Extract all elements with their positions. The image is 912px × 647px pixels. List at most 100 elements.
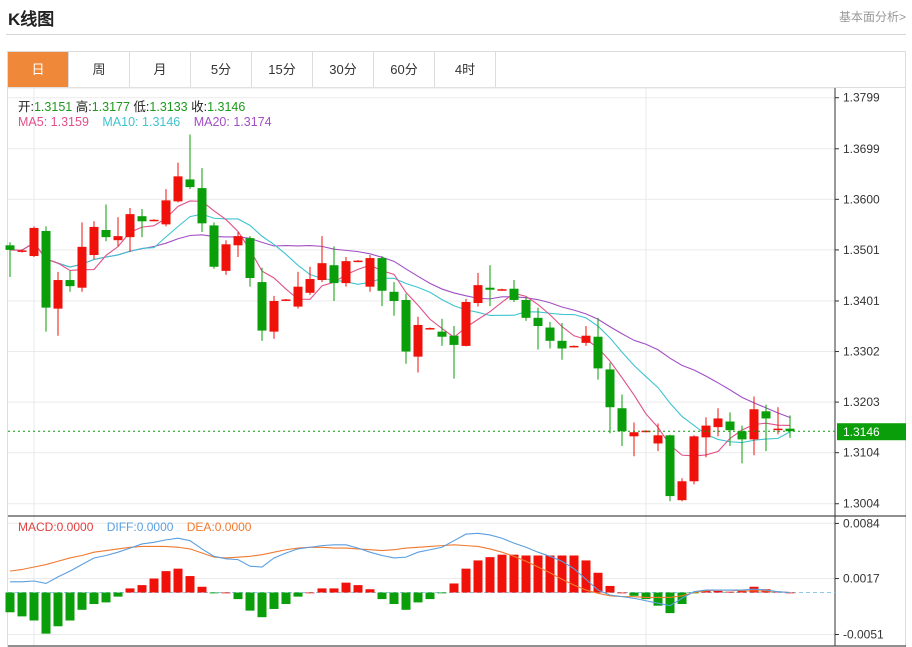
period-tabs: 日 周 月 5分 15分 30分 60分 4时 <box>8 52 905 88</box>
price-tick-label: 1.3004 <box>843 497 880 511</box>
price-tick-label: 1.3699 <box>843 142 880 156</box>
ma20-line <box>9 234 791 419</box>
candle-body <box>629 432 639 437</box>
candle-body <box>365 258 375 287</box>
tab-30min[interactable]: 30分 <box>313 52 374 87</box>
candle-body <box>173 176 183 202</box>
candle-body <box>17 250 27 252</box>
ma5-value: 1.3159 <box>50 115 89 129</box>
tab-15min[interactable]: 15分 <box>252 52 313 87</box>
candle-body <box>521 299 531 318</box>
candle-body <box>353 260 363 263</box>
macd-bar <box>233 592 243 600</box>
candle-body <box>317 263 327 281</box>
macd-bar <box>209 592 219 594</box>
candle-body <box>53 280 63 309</box>
candle-body <box>29 227 39 257</box>
macd-bar <box>617 592 627 594</box>
macd-bar <box>281 592 291 605</box>
tab-day[interactable]: 日 <box>8 52 69 87</box>
macd-bar <box>29 592 39 621</box>
dea-value: 0.0000 <box>214 520 252 534</box>
macd-bar <box>365 589 375 593</box>
macd-bar <box>665 592 675 614</box>
macd-tick-label: -0.0051 <box>843 627 884 641</box>
macd-tick-label: 0.0017 <box>843 572 880 586</box>
open-value: 1.3151 <box>33 100 73 114</box>
candle-body <box>161 200 171 225</box>
candle-body <box>617 408 627 432</box>
fundamental-analysis-link[interactable]: 基本面分析> <box>838 10 906 24</box>
candle-body <box>677 481 687 501</box>
candle-body <box>89 226 99 256</box>
candle-body <box>545 327 555 341</box>
price-tick-label: 1.3203 <box>843 395 880 409</box>
candle-body <box>653 435 663 444</box>
tab-60min[interactable]: 60分 <box>374 52 435 87</box>
macd-bar <box>713 590 723 593</box>
macd-bar <box>461 568 471 593</box>
macd-bar <box>581 560 591 593</box>
candle-body <box>377 258 387 291</box>
price-tick-label: 1.3104 <box>843 446 880 460</box>
macd-bar <box>77 592 87 610</box>
macd-bar <box>341 582 351 593</box>
ma10-line <box>9 213 791 444</box>
diff-line <box>10 532 791 607</box>
tab-week[interactable]: 周 <box>69 52 130 87</box>
ma5-label: MA5: <box>18 115 48 129</box>
macd-bar <box>785 592 795 594</box>
open-label: 开: <box>18 100 34 114</box>
macd-bar <box>653 592 663 606</box>
candle-body <box>77 246 87 288</box>
macd-bar <box>473 560 483 593</box>
macd-value: 0.0000 <box>56 520 94 534</box>
candle-body <box>197 188 207 224</box>
close-value: 1.3146 <box>207 100 246 114</box>
price-tick-label: 1.3302 <box>843 345 880 359</box>
macd-bar <box>401 592 411 610</box>
ma5-line <box>9 200 791 457</box>
macd-bar <box>161 571 171 593</box>
candle-body <box>701 425 711 438</box>
candle-body <box>713 418 723 428</box>
macd-bar <box>101 592 111 603</box>
candle-body <box>185 179 195 188</box>
macd-bar <box>413 592 423 603</box>
tab-4hour[interactable]: 4时 <box>435 52 496 87</box>
candle-body <box>689 436 699 482</box>
candle-body <box>605 369 615 408</box>
candle-body <box>461 302 471 346</box>
macd-bar <box>593 572 603 593</box>
macd-bar <box>485 557 495 593</box>
ma20-value: 1.3174 <box>233 115 272 129</box>
tab-month[interactable]: 月 <box>130 52 191 87</box>
candle-body <box>437 331 447 337</box>
candle-body <box>665 435 675 497</box>
header-divider <box>6 34 906 35</box>
candle-body <box>773 428 783 431</box>
candle-body <box>341 261 351 284</box>
dea-label: DEA: <box>186 520 215 534</box>
candle-body <box>569 345 579 348</box>
macd-bar <box>641 592 651 600</box>
candle-body <box>257 282 267 331</box>
candle-body <box>725 421 735 431</box>
candle-body <box>413 324 423 357</box>
macd-bar <box>5 592 15 613</box>
candle-body <box>473 285 483 304</box>
macd-tick-label: 0.0084 <box>843 516 880 530</box>
tab-5min[interactable]: 5分 <box>191 52 252 87</box>
candle-body <box>389 291 399 301</box>
candle-body <box>401 299 411 352</box>
candle-body <box>581 335 591 343</box>
candle-body <box>557 340 567 349</box>
close-label: 收: <box>191 100 208 114</box>
price-tick-label: 1.3501 <box>843 243 880 257</box>
diff-value: 0.0000 <box>136 520 174 534</box>
macd-bar <box>533 555 543 593</box>
ma10-label: MA10: <box>102 115 139 129</box>
macd-bar <box>605 585 615 593</box>
candle-body <box>65 280 75 287</box>
